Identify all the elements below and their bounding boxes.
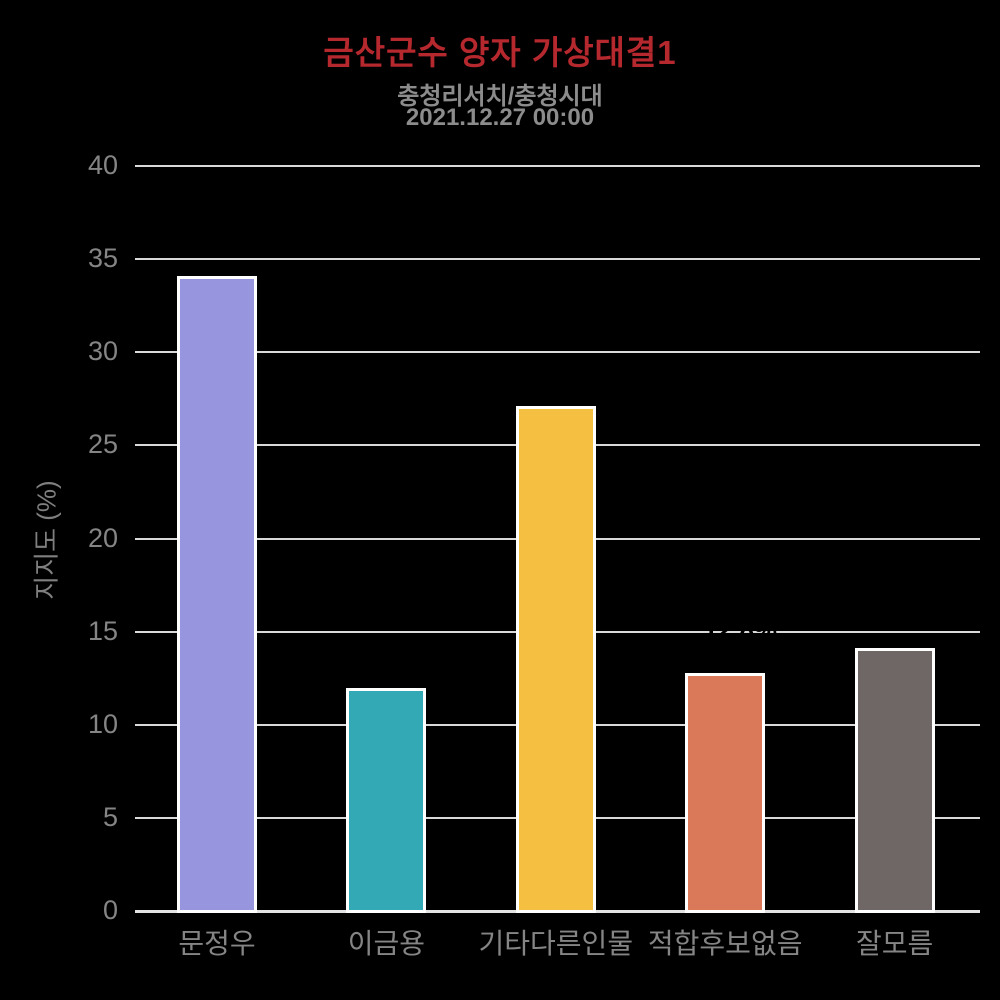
gridline xyxy=(135,351,980,354)
chart-title: 금산군수 양자 가상대결1 xyxy=(323,34,677,71)
y-tick-label: 15 xyxy=(87,615,118,646)
y-tick-label: 20 xyxy=(87,522,118,553)
y-tick-label: 5 xyxy=(102,801,118,832)
x-tick-label: 잘모름 xyxy=(855,928,934,959)
x-tick-label: 기타다른인물 xyxy=(478,928,634,959)
bar-2 xyxy=(346,687,427,913)
bar-5 xyxy=(854,648,935,913)
y-tick-label: 35 xyxy=(87,243,118,274)
y-tick-label: 25 xyxy=(87,429,118,460)
x-tick-label: 이금용 xyxy=(347,928,426,959)
y-tick-label: 10 xyxy=(87,708,118,739)
y-tick-label: 0 xyxy=(102,895,118,925)
obscured-value-label: 12.8% xyxy=(703,614,778,645)
bar-4 xyxy=(685,672,766,913)
y-tick-label: 30 xyxy=(87,336,118,367)
chart-subtitle: 충청리서치/충청시대 xyxy=(397,83,603,110)
x-tick-label: 적합후보없음 xyxy=(647,928,803,959)
chart-timestamp: 2021.12.27 00:00 xyxy=(405,104,595,131)
x-tick-label: 문정우 xyxy=(178,928,256,959)
bar-3 xyxy=(515,406,596,913)
bar-1 xyxy=(177,275,257,913)
gridline xyxy=(135,258,980,261)
y-tick-label: 40 xyxy=(87,150,118,180)
gridline xyxy=(135,165,980,167)
